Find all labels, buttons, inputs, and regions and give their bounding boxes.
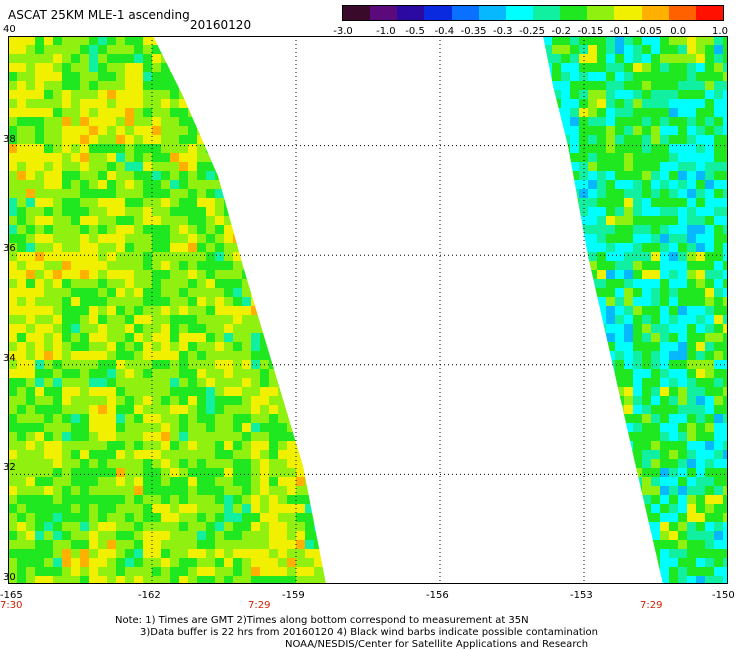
color-bar-label: -0.4: [434, 26, 455, 37]
color-bar-swatch: [695, 6, 723, 20]
note-line-3: NOAA/NESDIS/Center for Satellite Applica…: [285, 639, 589, 650]
latitude-tick-label: 38: [3, 133, 16, 145]
longitude-tick-label: -150: [712, 590, 735, 601]
time-label-mid: 7:29: [248, 600, 271, 611]
latitude-tick-label: 34: [3, 352, 16, 364]
latitude-tick-label: 32: [3, 462, 16, 474]
color-bar-swatch: [451, 6, 479, 20]
time-label-left: 7:30: [0, 600, 23, 611]
color-bar-swatch: [370, 6, 398, 20]
color-bar-label: -0.3: [493, 26, 513, 37]
color-bar: [342, 5, 724, 21]
color-bar-swatch: [560, 6, 588, 20]
note-line-1: Note: 1) Times are GMT 2)Times along bot…: [115, 615, 529, 626]
color-bar-swatch: [614, 6, 642, 20]
chart-date: 20160120: [190, 18, 252, 32]
color-bar-label: -3.0: [333, 26, 353, 37]
color-bar-label: -0.5: [405, 26, 425, 37]
color-bar-swatch: [641, 6, 669, 20]
color-bar-label: 1.0: [712, 26, 728, 37]
color-bar-label: 0.0: [670, 26, 687, 37]
chart-title: ASCAT 25KM MLE-1 ascending: [8, 8, 190, 22]
color-bar-swatch: [505, 6, 533, 20]
latitude-tick-label: 30: [3, 572, 16, 583]
longitude-tick-label: -162: [138, 590, 161, 601]
color-bar-label: -0.2: [551, 26, 571, 37]
time-label-right: 7:29: [640, 600, 663, 611]
color-bar-label: -0.15: [577, 26, 604, 37]
color-bar-swatch: [397, 6, 425, 20]
color-bar-swatch: [532, 6, 561, 20]
color-bar-swatch: [478, 6, 506, 20]
color-bar-label: -1.0: [376, 26, 396, 37]
right-swath: [543, 36, 728, 584]
longitude-tick-label: -165: [0, 590, 23, 601]
color-bar-swatch: [343, 6, 371, 20]
left-swath: [8, 36, 326, 584]
color-bar-swatch: [587, 6, 615, 20]
color-bar-label: -0.1: [609, 26, 630, 37]
note-line-2: 3)Data buffer is 22 hrs from 20160120 4)…: [140, 627, 598, 638]
color-bar-swatch: [424, 6, 452, 20]
lat-lon-grid: [8, 36, 728, 584]
longitude-tick-label: -159: [282, 590, 305, 601]
swath-map: [8, 36, 728, 584]
color-bar-label: -0.25: [519, 26, 545, 37]
color-bar-swatch: [668, 6, 696, 20]
latitude-tick-label: 36: [3, 243, 16, 255]
color-bar-label: -0.35: [460, 26, 487, 37]
longitude-tick-label: -156: [426, 590, 449, 601]
color-bar-label: -0.05: [635, 26, 662, 37]
latitude-tick-label: 40: [3, 24, 16, 35]
longitude-tick-label: -153: [570, 590, 593, 601]
